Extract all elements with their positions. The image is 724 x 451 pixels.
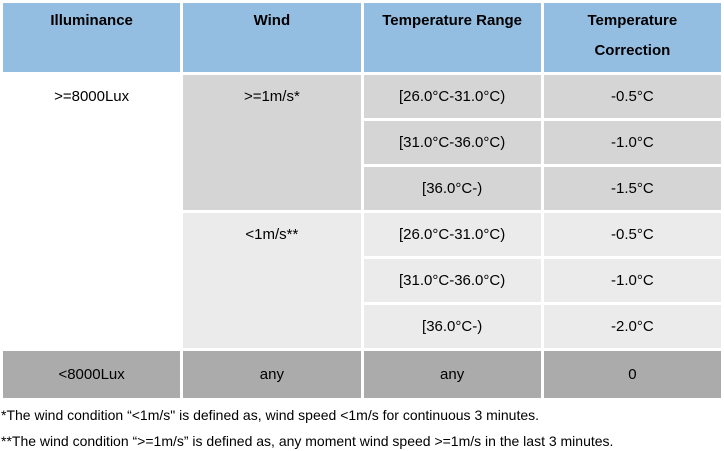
cell-range-ge1-3: [36.0°C-) bbox=[363, 167, 541, 210]
header-temperature-range: Temperature Range bbox=[363, 3, 541, 72]
table-row: [36.0°C-) -1.5°C bbox=[3, 167, 721, 210]
table-row-low-illuminance: <8000Lux any any 0 bbox=[3, 351, 721, 398]
header-temperature-correction-label: Temperature Correction bbox=[587, 12, 678, 59]
temperature-correction-table: Illuminance Wind Temperature Range Tempe… bbox=[3, 3, 721, 398]
footnote-wind-lt1: *The wind condition “<1m/s" is defined a… bbox=[1, 407, 540, 423]
header-row: Illuminance Wind Temperature Range Tempe… bbox=[3, 3, 721, 72]
cell-wind-ge1ms: >=1m/s* bbox=[183, 75, 361, 210]
cell-range-any: any bbox=[363, 351, 541, 398]
cell-range-lt1-1: [26.0°C-31.0°C) bbox=[363, 213, 541, 256]
footnotes: *The wind condition “<1m/s" is defined a… bbox=[1, 407, 724, 450]
header-illuminance: Illuminance bbox=[3, 3, 181, 72]
cell-range-lt1-2: [31.0°C-36.0°C) bbox=[363, 259, 541, 302]
table-row: [31.0°C-36.0°C) -1.0°C bbox=[3, 259, 721, 302]
cell-correction-ge1-1: -0.5°C bbox=[543, 75, 721, 118]
table-row: <1m/s** [26.0°C-31.0°C) -0.5°C bbox=[3, 213, 721, 348]
header-temperature-correction: Temperature Correction bbox=[543, 3, 721, 72]
cell-wind-lt1ms: <1m/s** bbox=[183, 213, 361, 348]
cell-correction-lt1-3: -2.0°C bbox=[543, 305, 721, 348]
cell-range-ge1-2: [31.0°C-36.0°C) bbox=[363, 121, 541, 164]
cell-correction-lt1-1: -0.5°C bbox=[543, 213, 721, 256]
cell-correction-zero: 0 bbox=[543, 351, 721, 398]
header-wind: Wind bbox=[183, 3, 361, 72]
table-row: [31.0°C-36.0°C) -1.0°C bbox=[3, 121, 721, 164]
table-row: [36.0°C-) -2.0°C bbox=[3, 305, 721, 348]
cell-range-ge1-1: [26.0°C-31.0°C) bbox=[363, 75, 541, 118]
table-row: >=8000Lux >=1m/s* [26.0°C-31.0°C) -0.5°C bbox=[3, 75, 721, 348]
cell-range-lt1-3: [36.0°C-) bbox=[363, 305, 541, 348]
cell-correction-ge1-3: -1.5°C bbox=[543, 167, 721, 210]
cell-correction-ge1-2: -1.0°C bbox=[543, 121, 721, 164]
cell-illuminance-ge8000lux: >=8000Lux bbox=[3, 75, 181, 348]
footnote-wind-ge1: **The wind condition “>=1m/s” is defined… bbox=[1, 433, 614, 449]
cell-illuminance-lt8000lux: <8000Lux bbox=[3, 351, 181, 398]
cell-wind-any: any bbox=[183, 351, 361, 398]
cell-correction-lt1-2: -1.0°C bbox=[543, 259, 721, 302]
